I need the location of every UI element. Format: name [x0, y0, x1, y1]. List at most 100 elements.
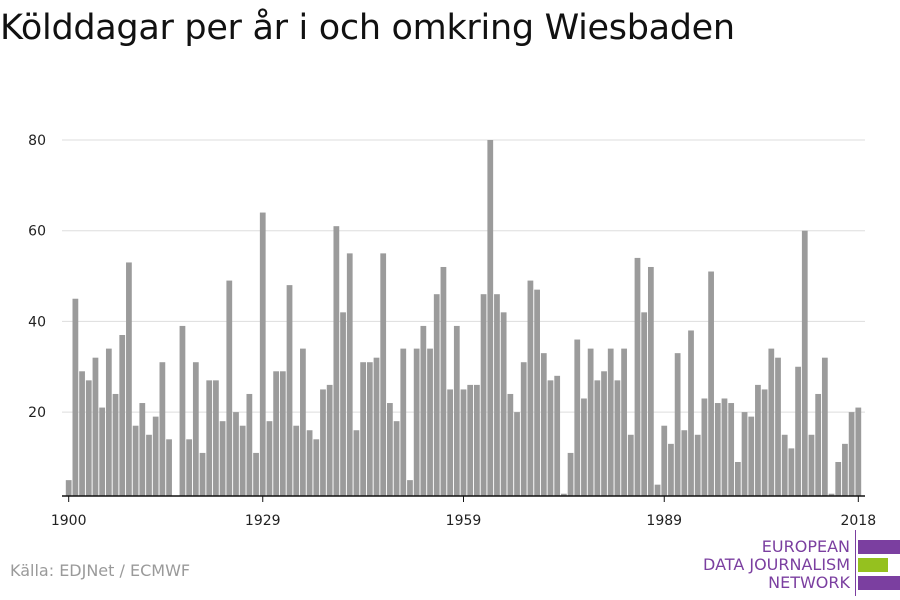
bar-1936	[306, 430, 313, 496]
bar-1960	[467, 384, 474, 496]
bar-1952	[413, 348, 420, 496]
bar-1945	[366, 362, 373, 496]
bar-1901	[72, 298, 79, 496]
bar-1971	[540, 353, 547, 496]
bar-1929	[259, 212, 266, 496]
y-axis-ticks: 20 40 60 80	[28, 133, 46, 421]
bar-2000	[734, 461, 741, 496]
bar-1949	[393, 421, 400, 496]
bar-1958	[453, 325, 460, 496]
bar-1946	[373, 357, 380, 496]
bar-1977	[581, 398, 587, 496]
bar-1991	[674, 353, 681, 496]
y-tick-label-80: 80	[28, 133, 46, 149]
bar-1989	[661, 425, 668, 496]
bar-1923	[219, 421, 226, 496]
bar-1902	[79, 371, 85, 496]
bar-1968	[520, 362, 527, 496]
y-tick-label-60: 60	[28, 224, 46, 240]
bar-1930	[266, 421, 273, 496]
bar-1937	[313, 439, 320, 496]
bar-2012	[815, 393, 822, 496]
bar-2018	[855, 407, 862, 496]
bar-1999	[728, 403, 735, 496]
bar-1987	[647, 266, 654, 496]
bar-1933	[286, 285, 293, 496]
logo-bar-green	[858, 558, 888, 572]
bar-1981	[607, 348, 614, 496]
bar-series	[65, 140, 862, 497]
bar-1974	[560, 493, 567, 496]
logo-divider	[855, 530, 856, 596]
bar-1976	[574, 339, 581, 496]
bar-1975	[567, 452, 574, 496]
bar-1995	[701, 398, 708, 496]
y-tick-label-20: 20	[28, 405, 46, 421]
bar-1913	[152, 416, 159, 496]
bar-1941	[340, 312, 346, 496]
bar-1903	[85, 380, 92, 496]
bar-1984	[627, 434, 634, 496]
bar-1939	[326, 384, 333, 496]
logo-text-network: NETWORK	[768, 573, 850, 592]
bar-1928	[253, 452, 259, 496]
bar-2011	[808, 434, 815, 496]
y-tick-label-40: 40	[28, 314, 46, 330]
bar-1900	[65, 480, 72, 496]
x-tick-label-1900: 1900	[51, 513, 87, 529]
bar-1932	[279, 371, 286, 496]
bar-1938	[320, 389, 326, 496]
logo-bar-purple-bottom	[858, 576, 900, 590]
bar-1969	[527, 280, 534, 496]
bar-1983	[621, 348, 627, 496]
bar-1998	[721, 398, 728, 496]
edjnet-logo: EUROPEAN DATA JOURNALISM NETWORK	[700, 530, 900, 596]
bar-1905	[99, 407, 106, 496]
bar-2006	[775, 357, 781, 496]
bar-1947	[380, 253, 387, 496]
bar-1925	[233, 412, 239, 496]
bar-1962	[480, 294, 487, 496]
bar-2015	[835, 461, 842, 496]
x-tick-label-1989: 1989	[646, 513, 682, 529]
bar-1926	[239, 425, 246, 496]
x-axis-ticks: 1900 1929 1959 1989 2018	[51, 496, 876, 529]
bar-1985	[634, 257, 641, 496]
bar-1966	[507, 393, 514, 496]
bar-1934	[293, 425, 300, 496]
bar-1996	[708, 271, 714, 496]
bar-1980	[601, 371, 607, 496]
bar-1997	[714, 403, 721, 496]
bar-1992	[681, 430, 688, 496]
bar-1990	[668, 443, 674, 496]
bar-1972	[547, 380, 554, 496]
logo-text-european: EUROPEAN	[761, 537, 850, 556]
bar-2016	[842, 443, 848, 496]
bar-2004	[761, 389, 768, 496]
bar-2009	[795, 366, 801, 496]
bar-2013	[821, 357, 828, 496]
bar-1907	[112, 393, 119, 496]
logo-bar-purple-top	[858, 540, 900, 554]
bar-1918	[186, 439, 193, 496]
bar-1914	[159, 362, 166, 496]
bar-2007	[781, 434, 788, 496]
bar-1948	[387, 403, 393, 496]
bar-1967	[514, 412, 520, 496]
bar-1965	[500, 312, 507, 496]
bar-1931	[273, 371, 280, 496]
bar-1986	[641, 312, 648, 496]
bar-1942	[346, 253, 353, 496]
bar-1956	[440, 266, 447, 496]
bar-1908	[119, 335, 126, 496]
bar-1979	[594, 380, 601, 496]
bar-1957	[447, 389, 453, 496]
bar-1935	[300, 348, 306, 496]
bar-2017	[848, 412, 855, 496]
bar-1982	[614, 380, 621, 496]
page-title: Kölddagar per år i och omkring Wiesbaden	[0, 8, 735, 48]
bar-1951	[407, 480, 413, 496]
bar-1919	[192, 362, 199, 496]
bar-1959	[460, 389, 467, 496]
